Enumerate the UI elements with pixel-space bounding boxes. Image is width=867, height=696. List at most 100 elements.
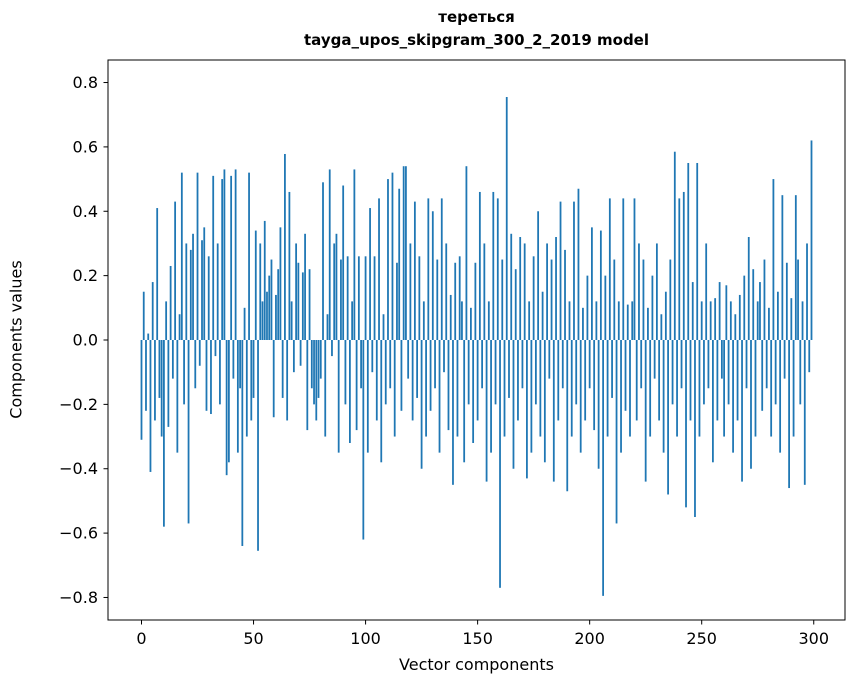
bar <box>422 301 425 340</box>
bar <box>467 340 470 405</box>
bar <box>647 307 649 340</box>
bar <box>808 340 811 373</box>
bar <box>537 211 540 340</box>
bar <box>290 301 293 340</box>
bar <box>366 340 369 453</box>
bar <box>434 340 436 389</box>
bar <box>474 262 477 340</box>
bar <box>689 340 692 421</box>
bar <box>732 340 734 453</box>
bar <box>393 340 396 437</box>
bar <box>362 340 365 540</box>
bar <box>528 301 531 340</box>
bar <box>660 314 663 340</box>
bar <box>752 269 755 340</box>
bar <box>340 259 342 340</box>
bar <box>317 340 320 398</box>
bar <box>364 256 367 340</box>
bar <box>478 191 481 340</box>
bar <box>611 340 613 398</box>
bar <box>794 195 797 340</box>
bar <box>145 340 147 411</box>
bar <box>279 227 282 340</box>
bar <box>389 340 392 389</box>
bar <box>297 262 300 340</box>
bar <box>548 340 551 379</box>
bar <box>546 243 548 340</box>
bar <box>241 340 244 546</box>
bar <box>301 272 304 340</box>
bar <box>626 304 629 340</box>
bar <box>371 340 374 373</box>
bar <box>776 291 779 340</box>
y-tick-label: 0.2 <box>73 266 98 285</box>
bar <box>227 340 230 463</box>
bar <box>351 301 354 340</box>
bar <box>772 179 775 340</box>
bar <box>286 340 289 421</box>
bar <box>781 195 784 340</box>
bar <box>375 340 378 421</box>
bar <box>378 198 380 340</box>
bar <box>310 340 313 389</box>
bar <box>734 314 737 340</box>
bar <box>790 298 793 340</box>
bar <box>344 340 347 405</box>
bar <box>810 140 813 340</box>
x-tick-label: 150 <box>462 629 493 648</box>
y-axis-label: Components values <box>6 260 26 419</box>
bar <box>673 151 676 340</box>
bar <box>705 243 708 340</box>
bar <box>203 227 206 340</box>
bar <box>651 275 654 340</box>
x-tick-label: 100 <box>350 629 381 648</box>
bar <box>458 256 461 340</box>
bar <box>252 340 255 398</box>
bar <box>492 191 495 340</box>
bar <box>355 340 358 431</box>
bar <box>655 243 658 340</box>
bar <box>245 340 248 437</box>
bar <box>452 340 454 485</box>
bar <box>588 340 591 389</box>
bar <box>494 340 497 405</box>
bar <box>678 198 681 340</box>
bar <box>613 259 616 340</box>
bar <box>803 340 806 485</box>
bar <box>223 169 226 340</box>
bar <box>579 340 582 453</box>
bar <box>640 340 643 389</box>
bar <box>165 301 168 340</box>
bar <box>328 169 331 340</box>
bar <box>774 340 777 405</box>
bar <box>382 314 385 340</box>
bar <box>696 162 699 340</box>
bar <box>604 275 607 340</box>
y-tick-label: −0.6 <box>59 524 98 543</box>
bar <box>508 340 510 398</box>
y-tick-label: 0.8 <box>73 73 98 92</box>
bar <box>342 185 345 340</box>
bar <box>449 294 452 340</box>
bar <box>792 340 795 437</box>
bar <box>638 243 640 340</box>
bar <box>505 97 508 340</box>
bar <box>250 340 253 421</box>
bar <box>234 169 237 340</box>
bar <box>745 340 748 389</box>
bar <box>315 340 318 421</box>
x-tick-label: 200 <box>574 629 605 648</box>
bar <box>476 340 479 421</box>
bar <box>322 182 324 340</box>
x-axis-ticks: 0 50 100 150 200 250 300 <box>136 620 829 648</box>
bar <box>620 340 622 453</box>
bar <box>756 301 759 340</box>
bar <box>682 191 685 340</box>
bar <box>243 307 246 340</box>
bar <box>295 243 298 340</box>
bar <box>147 333 150 340</box>
bar <box>445 243 448 340</box>
bar <box>360 340 362 389</box>
bar <box>741 340 743 482</box>
bar <box>707 340 710 389</box>
